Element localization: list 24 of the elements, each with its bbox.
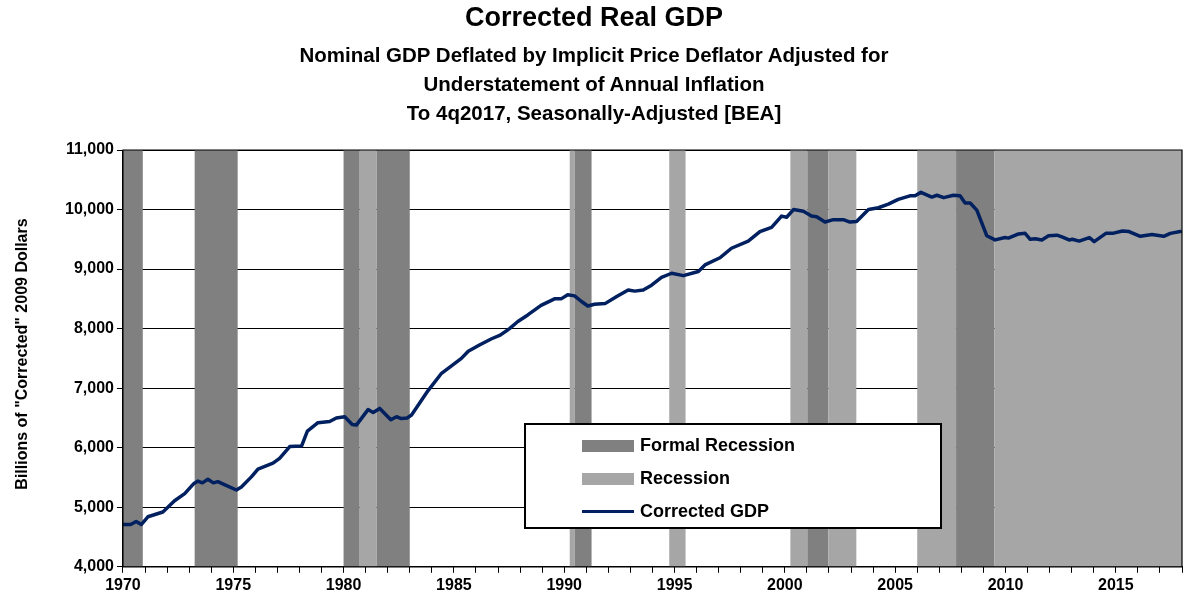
x-tick-label: 1995 bbox=[656, 575, 693, 593]
y-axis-title: Billions of "Corrected" 2009 Dollars bbox=[13, 217, 31, 492]
chart-subtitle: Nominal GDP Deflated by Implicit Price Deflator Adjusted for Understatement of Annual Inflation To 4q2017, Seasonally-Adjusted [BEA] bbox=[298, 42, 890, 126]
x-tick-label: 2005 bbox=[877, 575, 914, 593]
x-tick-label: 2010 bbox=[987, 575, 1024, 593]
x-tick-label: 2015 bbox=[1098, 575, 1134, 593]
annotation: Recession bbox=[640, 468, 731, 489]
x-tick-label: 1985 bbox=[436, 575, 472, 593]
y-tick-label: 7,000 bbox=[73, 378, 115, 396]
annotation: Formal Recession bbox=[640, 435, 796, 456]
y-tick-label: 4,000 bbox=[73, 557, 115, 575]
x-tick-label: 1990 bbox=[546, 575, 583, 593]
x-tick-label: 2000 bbox=[767, 575, 803, 593]
x-tick-label: 1975 bbox=[215, 575, 252, 593]
y-tick-label: 10,000 bbox=[65, 199, 115, 217]
y-tick-label: 9,000 bbox=[73, 259, 115, 277]
y-tick-label: 6,000 bbox=[73, 438, 115, 456]
x-tick-label: 1970 bbox=[105, 575, 141, 593]
y-tick-label: 5,000 bbox=[73, 497, 115, 515]
y-tick-label: 8,000 bbox=[73, 319, 115, 337]
y-tick-label: 11,000 bbox=[65, 140, 115, 158]
chart-title: Corrected Real GDP bbox=[463, 2, 725, 33]
x-tick-label: 1980 bbox=[325, 575, 362, 593]
legend-label: Corrected GDP bbox=[640, 501, 770, 522]
